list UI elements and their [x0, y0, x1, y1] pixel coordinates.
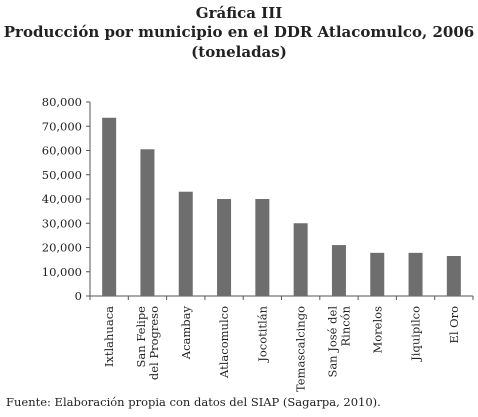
x-tick-label: El Oro: [447, 306, 461, 344]
x-tick-label-line: Atlacomulco: [217, 306, 231, 379]
chart-subtitle: (toneladas): [191, 43, 287, 61]
x-tick-label-line: San Felipe: [134, 306, 148, 368]
x-tick-label: San José delRincón: [325, 305, 352, 377]
bar: [293, 223, 308, 296]
bar: [331, 245, 346, 296]
y-tick-label: 0: [75, 289, 82, 303]
x-tick-label: Jiquipilco: [409, 306, 423, 362]
x-tick-label-line: Acambay: [179, 306, 193, 361]
x-tick-label: Temascalcingo: [294, 306, 308, 392]
x-tick-label-line: Ixtlahuaca: [102, 306, 116, 367]
source-note: Fuente: Elaboración propia con datos del…: [6, 395, 381, 409]
x-tick-label: San Felipedel Progreso: [134, 306, 161, 380]
x-tick-label-line: San José del: [325, 306, 339, 378]
x-tick-label: Acambay: [179, 306, 193, 361]
y-tick-label: 60,000: [42, 144, 82, 158]
x-tick-label-line: Jocotitlán: [255, 305, 269, 362]
y-tick-label: 20,000: [42, 241, 82, 255]
x-tick-label: Morelos: [370, 306, 384, 354]
y-tick-label: 50,000: [42, 168, 82, 182]
x-tick-label-line: Temascalcingo: [294, 306, 308, 392]
bar: [178, 191, 193, 296]
x-tick-label: Ixtlahuaca: [102, 306, 116, 367]
x-tick-label-line: del Progreso: [147, 306, 161, 380]
source-prefix: Fuente: Elaboración propia con datos del: [6, 395, 251, 409]
y-tick-label: 40,000: [42, 192, 82, 206]
x-tick-label-line: El Oro: [447, 306, 461, 344]
x-tick-label: Jocotitlán: [255, 305, 269, 362]
bar-chart: 0 10,000 20,000 30,000 40,000 50,000 60,000 70,…: [42, 95, 474, 392]
x-tick-label: Atlacomulco: [217, 306, 231, 379]
bar: [446, 255, 461, 296]
bar: [255, 199, 270, 296]
bar: [370, 252, 385, 296]
x-tick-label-line: Jiquipilco: [409, 306, 423, 362]
y-tick-label: 10,000: [42, 265, 82, 279]
source-suffix: (Sagarpa, 2010).: [279, 395, 381, 409]
chart-title: Producción por municipio en el DDR Atlac…: [3, 23, 475, 41]
bar: [217, 199, 232, 296]
x-tick-label-line: Morelos: [370, 306, 384, 354]
y-tick-label: 70,000: [42, 119, 82, 133]
bar: [102, 117, 117, 296]
y-tick-label: 30,000: [42, 216, 82, 230]
bar: [140, 149, 155, 296]
figure-label: Gráfica III: [195, 4, 283, 22]
source-org: SIAP: [250, 395, 280, 409]
x-tick-label-line: Rincón: [338, 305, 352, 346]
bar: [408, 252, 423, 296]
y-tick-label: 80,000: [42, 95, 82, 109]
